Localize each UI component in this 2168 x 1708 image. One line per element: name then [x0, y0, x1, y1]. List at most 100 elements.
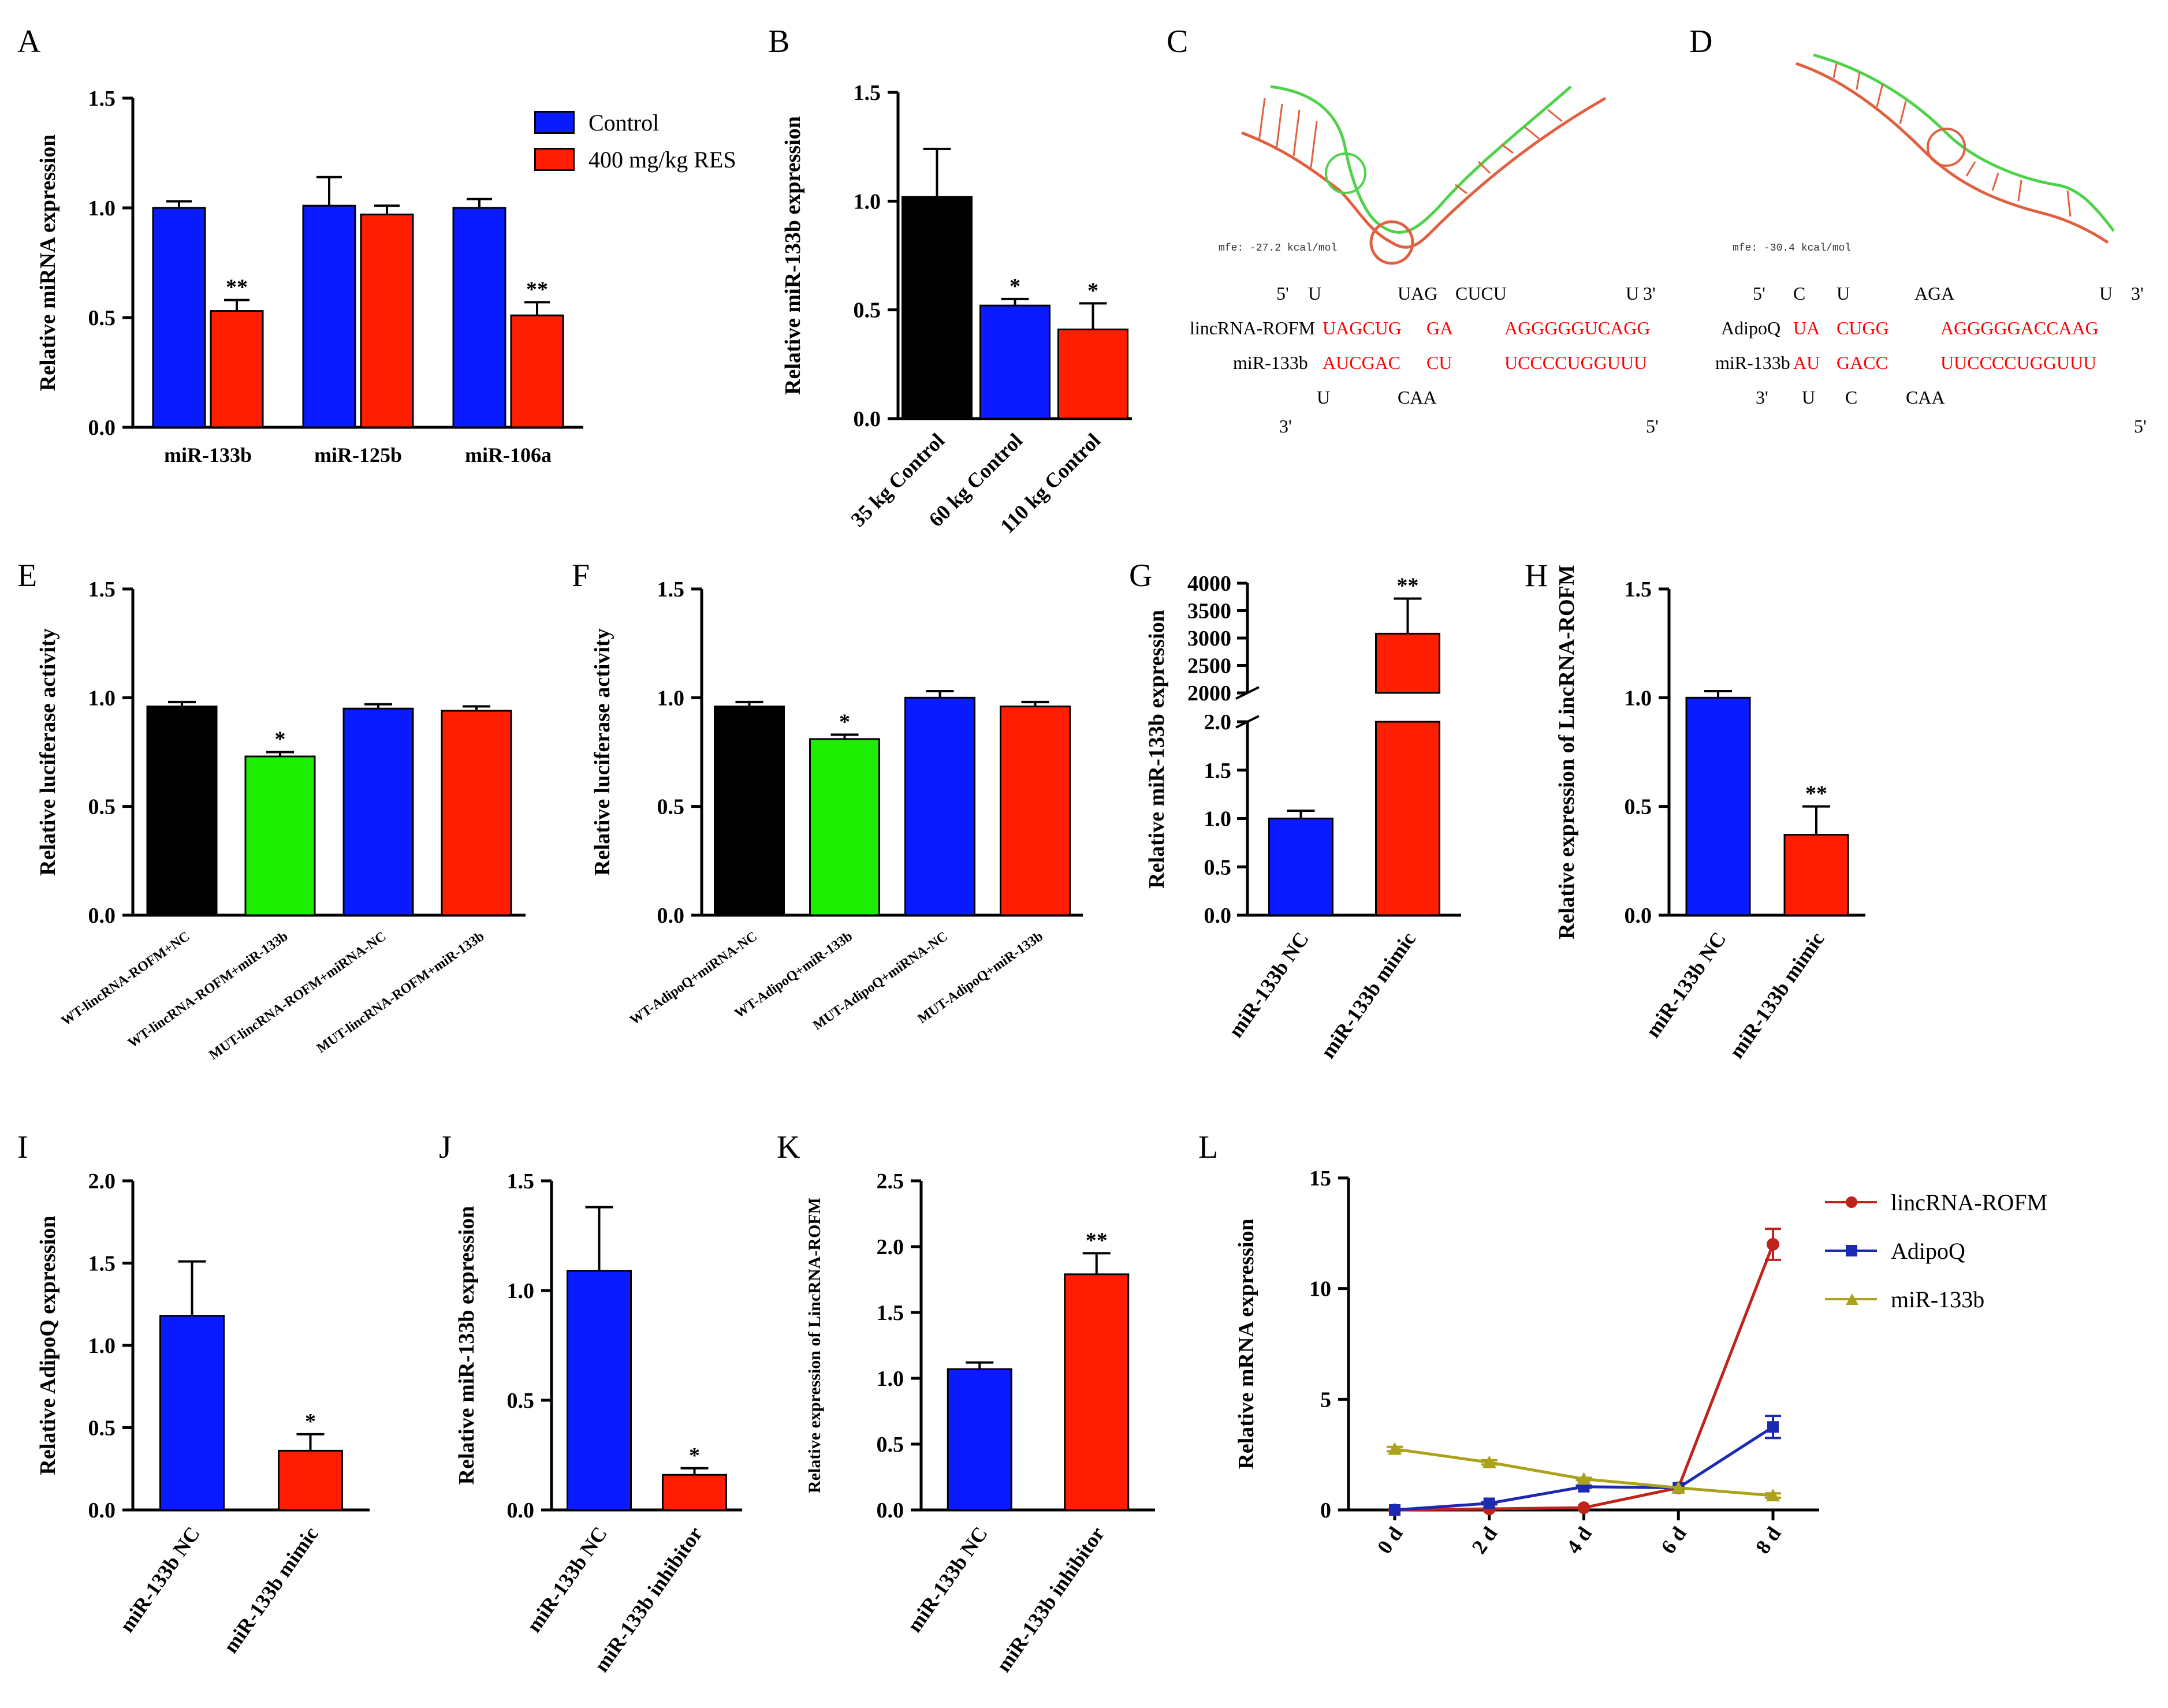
x-tick-label: miR-125b [314, 443, 402, 467]
y-tick-label: 0.0 [854, 407, 881, 431]
x-tick-label: 2 d [1467, 1523, 1502, 1558]
y-tick-label: 1.0 [507, 1279, 535, 1303]
y-axis-title: Relative AdipoQ expression [36, 1216, 60, 1475]
y-tick-label: 0.0 [88, 1498, 116, 1523]
data-point [1767, 1421, 1779, 1433]
seq-c-name1: lincRNA-ROFM [1190, 318, 1315, 338]
legend-swatch-control [534, 111, 575, 134]
x-tick-label: miR-133b NC [903, 1523, 992, 1636]
legend-label-lincrna: lincRNA-ROFM [1891, 1189, 2048, 1215]
y-tick-label: 1.5 [657, 577, 685, 602]
significance-marker: ** [1086, 1228, 1108, 1252]
chart-b-mir133b-expression: 0.0 0.5 1.0 1.5 Relative miR-133b expression… [781, 81, 1132, 538]
seq-c-bot-5: 5' [1646, 416, 1659, 437]
significance-marker: * [1087, 278, 1098, 303]
x-tick-label: 6 d [1656, 1523, 1691, 1558]
bar-control [452, 207, 506, 428]
y-tick-label: 0.0 [88, 904, 116, 928]
panel-letter-i: I [17, 1129, 28, 1165]
bar [244, 755, 316, 916]
x-tick-label: miR-133b NC [1224, 928, 1313, 1042]
rna-loop-c [1369, 220, 1414, 265]
seq-d-top-u2: U [2099, 283, 2113, 304]
seq-d-name2: miR-133b [1715, 352, 1790, 373]
seq-c-top-uag: UAG [1398, 283, 1438, 304]
panel-letter-g: G [1129, 558, 1153, 594]
rna-loop-d [1927, 128, 1966, 167]
panel-letter-h: H [1525, 558, 1548, 594]
y-tick-label: 0.0 [1625, 904, 1652, 928]
seq-c-bot-3: 3' [1279, 416, 1292, 437]
x-tick-label: miR-133b NC [115, 1523, 204, 1636]
seq-d-bot-5: 5' [2134, 416, 2147, 437]
significance-marker: ** [226, 275, 248, 300]
data-point [1766, 1489, 1780, 1502]
x-tick-label: miR-133b mimic [219, 1523, 323, 1657]
panel-letter-c: C [1167, 24, 1189, 59]
y-axis-title: Relative expression of LincRNA-ROFM [805, 1198, 824, 1493]
seq-d-top-5: 5' [1753, 283, 1765, 304]
bar-control [152, 207, 206, 428]
x-tick-label: 8 d [1751, 1523, 1786, 1558]
significance-marker: * [689, 1444, 700, 1468]
bar [146, 705, 218, 916]
seq-d-bot-c: C [1845, 387, 1858, 408]
y-tick-label: 1.5 [507, 1169, 535, 1194]
y-tick-label: 2.5 [877, 1169, 904, 1194]
y-axis-title: Relative luciferase activity [36, 628, 60, 875]
y-tick-label: 1.5 [1625, 577, 1652, 602]
rna-strand-c-red [1241, 96, 1607, 249]
legend-swatch-res [534, 148, 575, 171]
panel-letter-a: A [17, 24, 41, 59]
significance-marker: ** [1805, 782, 1827, 806]
y-tick-label: 1.0 [88, 1334, 116, 1358]
seq-d-s1b: CUGG [1837, 318, 1889, 338]
mfe-c: mfe: -27.2 kcal/mol [1219, 243, 1338, 254]
y-tick-label: 3500 [1187, 599, 1231, 624]
seq-c-top-u2: U [1626, 283, 1640, 304]
seq-d-bot-3: 3' [1756, 387, 1768, 408]
chart-i-adipoq-expression: 0.0 0.5 1.0 1.5 2.0 Relative AdipoQ expressio… [36, 1169, 370, 1657]
seq-c-s2b: CU [1426, 352, 1452, 373]
bar [159, 1315, 225, 1511]
y-tick-label: 1.5 [88, 577, 116, 602]
y-axis-title: Relative expression of LincRNA-ROFM [1555, 565, 1579, 939]
x-tick-label: 0 d [1373, 1523, 1407, 1558]
seq-d-s2b: GACC [1837, 352, 1888, 373]
data-point [1671, 1480, 1686, 1494]
y-axis-title: Relative mRNA expression [1234, 1218, 1258, 1469]
rna-strand-d-red [1796, 62, 2109, 244]
bar [1064, 1273, 1130, 1511]
seq-d-s2a: AU [1793, 352, 1820, 373]
bar [1057, 329, 1128, 420]
panel-letter-f: F [572, 558, 590, 594]
panel-letter-e: E [17, 558, 38, 594]
seq-c-bot-caa: CAA [1398, 387, 1437, 408]
seq-d-top-u: U [1837, 283, 1850, 304]
chart-e-luciferase: 0.0 0.5 1.0 1.5 Relative luciferase activity… [36, 577, 526, 1063]
x-tick-label: miR-133b mimic [1316, 928, 1420, 1062]
y-tick-label: 1.0 [877, 1367, 904, 1391]
seq-c-bot-u: U [1317, 387, 1331, 408]
y-tick-label: 5 [1320, 1388, 1331, 1412]
legend-item-res: 400 mg/kg RES [534, 141, 736, 178]
bar [947, 1368, 1012, 1511]
y-tick-label: 15 [1309, 1166, 1331, 1191]
bar-lower-segment [1375, 721, 1440, 916]
seq-c-top-3: 3' [1643, 283, 1656, 304]
chart-l-time-course: 0 5 10 15 Relative mRNA expression 0 d 2 d 4 d 6… [1234, 1166, 1819, 1558]
seq-d-bot-u: U [1802, 387, 1816, 408]
x-tick-label: miR-133b NC [1641, 928, 1731, 1042]
y-tick-label: 3000 [1187, 626, 1231, 651]
panel-letter-k: K [777, 1129, 800, 1165]
bar [278, 1449, 343, 1511]
y-tick-label: 0.5 [657, 795, 685, 819]
y-axis-title: Relative miR-133b expression [781, 116, 805, 395]
y-tick-label: 0.5 [507, 1389, 535, 1413]
rna-loop-c-upper [1325, 152, 1366, 194]
data-point [1577, 1501, 1590, 1515]
bar [342, 707, 414, 916]
legend-label-res: 400 mg/kg RES [588, 146, 736, 173]
legend-swatch-lincrna [1825, 1191, 1877, 1214]
